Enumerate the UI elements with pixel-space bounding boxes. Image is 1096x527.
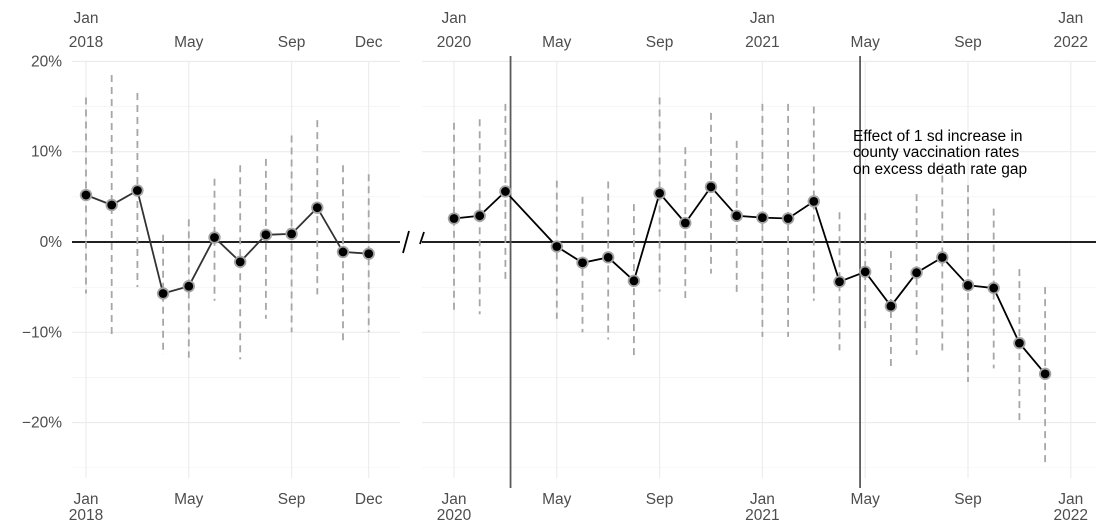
data-point <box>809 196 819 206</box>
x-tick-label-bottom-year: 2020 <box>437 507 472 524</box>
data-point <box>338 247 348 257</box>
x-tick-label-top: Jan <box>442 10 467 27</box>
x-tick-label-bottom: Jan <box>1058 491 1083 508</box>
x-tick-label-top: May <box>542 34 572 51</box>
axis-break-mark <box>419 231 425 245</box>
annotation-line-2: county vaccination rates <box>853 144 1020 161</box>
data-point <box>783 214 793 223</box>
x-tick-label-top: Jan <box>74 10 99 27</box>
x-tick-label-top: Sep <box>646 34 674 51</box>
x-tick-label-top-year: 2020 <box>437 34 472 51</box>
x-tick-label-bottom-year: 2018 <box>69 507 103 524</box>
data-point <box>655 188 664 198</box>
y-tick-label: 10% <box>31 144 62 161</box>
data-point <box>364 249 374 259</box>
x-tick-label-bottom: Sep <box>954 491 982 508</box>
series-line <box>453 185 1046 375</box>
grid-layer <box>72 60 1096 478</box>
data-point <box>261 230 271 240</box>
data-point <box>501 187 510 196</box>
data-point <box>758 213 767 223</box>
x-tick-label-top-year: 2022 <box>1054 34 1088 51</box>
data-point <box>210 233 219 242</box>
y-tick-label: −10% <box>22 324 62 341</box>
data-point <box>680 218 690 228</box>
x-tick-label-top: Sep <box>278 34 306 51</box>
data-point <box>133 186 142 195</box>
x-tick-label-top: May <box>851 34 881 51</box>
x-tick-label-bottom: May <box>542 491 572 508</box>
y-tick-label: −20% <box>22 415 62 432</box>
text-layer: Effect of 1 sd increase in county vaccin… <box>22 10 1088 524</box>
data-point <box>603 252 613 262</box>
data-point <box>158 289 168 298</box>
data-point <box>629 276 639 286</box>
x-tick-label-bottom: Jan <box>74 491 99 508</box>
data-point <box>963 280 973 290</box>
x-tick-label-bottom: Dec <box>355 491 383 508</box>
data-point <box>1015 338 1024 348</box>
data-point <box>184 281 194 291</box>
x-tick-label-top: Jan <box>750 10 775 27</box>
x-tick-label-top-year: 2021 <box>745 34 779 51</box>
y-tick-label: 0% <box>40 234 63 251</box>
data-point <box>552 242 562 251</box>
x-tick-label-bottom: May <box>851 491 881 508</box>
x-tick-label-bottom: Jan <box>750 491 775 508</box>
data-point <box>107 200 117 210</box>
data-point <box>1040 369 1050 379</box>
y-tick-label: 20% <box>31 53 62 70</box>
annotation-line-1: Effect of 1 sd increase in <box>853 128 1022 145</box>
axis-break-mark <box>402 230 410 254</box>
annotation-line-3: on excess death rate gap <box>853 161 1027 178</box>
data-point <box>312 203 322 213</box>
x-tick-label-bottom: Sep <box>278 491 306 508</box>
data-point <box>912 268 921 278</box>
x-tick-label-bottom: May <box>174 491 204 508</box>
data-point <box>835 277 844 287</box>
x-tick-label-bottom-year: 2021 <box>745 507 779 524</box>
data-point <box>287 229 296 239</box>
x-tick-label-top: Jan <box>1058 10 1083 27</box>
data-point <box>578 258 587 268</box>
x-tick-label-top-year: 2018 <box>69 34 103 51</box>
data-point <box>81 190 91 200</box>
data-point <box>937 252 947 262</box>
data-point <box>475 211 485 221</box>
data-point <box>706 182 716 192</box>
x-tick-label-top: Dec <box>355 34 383 51</box>
data-point <box>732 211 742 221</box>
point-layer <box>79 180 1052 381</box>
data-point <box>235 257 245 267</box>
x-tick-label-top: Sep <box>954 34 982 51</box>
x-tick-label-bottom: Jan <box>442 491 467 508</box>
x-tick-label-bottom-year: 2022 <box>1054 507 1088 524</box>
series-line-layer <box>85 185 1046 375</box>
data-point <box>860 267 870 277</box>
x-tick-label-top: May <box>174 34 204 51</box>
x-tick-label-bottom: Sep <box>646 491 674 508</box>
data-point <box>989 283 999 293</box>
data-point <box>449 214 459 223</box>
data-point <box>886 301 896 311</box>
